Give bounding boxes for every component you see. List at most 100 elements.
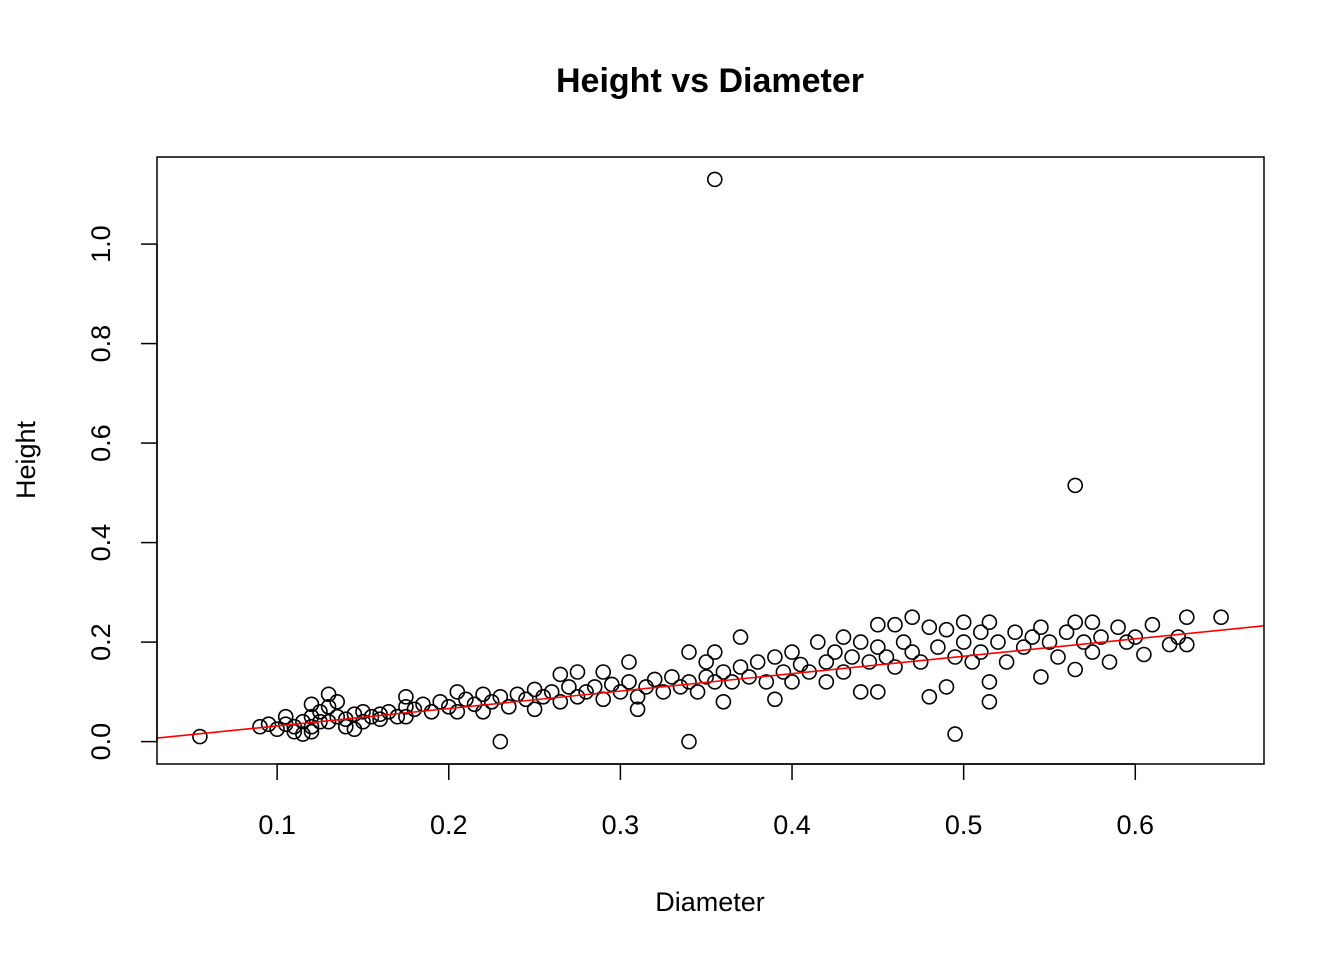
data-point [260,716,277,733]
data-point [380,703,397,720]
data-point [595,691,612,708]
data-point [1136,646,1152,663]
data-point [904,644,921,660]
data-point [1067,614,1083,631]
data-point [449,703,466,720]
data-point [852,634,869,650]
fit-line [156,625,1265,739]
data-point [312,703,328,720]
data-point [809,634,826,650]
data-point [792,656,809,673]
data-point [827,644,843,660]
data-point [1033,619,1049,636]
data-point [955,634,972,650]
x-tick-label: 0.1 [258,810,296,840]
data-point [1170,629,1186,645]
data-point [1050,649,1066,665]
data-point [732,659,749,675]
data-point [981,674,998,690]
data-point [715,693,732,710]
data-point [355,713,371,730]
data-point [861,654,878,670]
data-point [295,713,311,730]
data-point [526,681,543,698]
x-tick-label: 0.6 [1117,810,1155,840]
data-point [938,621,955,638]
y-tick-label: 0.2 [86,623,116,661]
x-axis-label: Diameter [655,887,765,917]
data-point [569,688,586,705]
data-point [449,684,466,700]
fit-line-group [156,625,1265,739]
y-tick-label: 1.0 [86,225,116,263]
data-point [552,666,569,683]
data-point [921,619,938,636]
data-point [1067,477,1083,494]
data-point [758,674,775,690]
data-point [303,718,320,735]
y-axis: 0.0 0.2 0.4 0.6 0.8 1.0 [86,225,158,760]
y-tick-label: 0.6 [86,424,116,462]
data-point [629,701,646,718]
data-point [1084,614,1101,631]
data-point [947,726,963,742]
data-point [492,733,509,750]
data-point [921,688,938,705]
data-point [440,698,457,715]
x-tick-label: 0.3 [602,810,640,840]
data-point [749,654,766,670]
data-point [423,703,440,720]
data-point [603,676,620,693]
data-point [1127,629,1144,645]
y-axis-label: Height [11,420,41,499]
data-point [784,674,800,690]
data-point [646,671,663,688]
data-point [406,701,423,718]
data-point [724,674,740,690]
data-point [698,654,715,670]
data-point [904,609,921,626]
x-tick-label: 0.4 [773,810,811,840]
data-point [930,639,946,655]
data-point [303,723,320,740]
data-point [972,624,989,641]
data-point [895,634,912,650]
data-point [303,708,320,725]
data-point [955,614,972,631]
data-point [998,654,1015,670]
data-point [329,708,346,725]
data-point [706,171,723,188]
data-point [483,693,500,710]
data-point [972,644,989,660]
data-point [818,674,835,690]
data-point [938,679,955,695]
data-point [578,684,594,700]
data-point [1110,619,1126,636]
data-point [535,688,552,705]
data-point [543,684,560,700]
data-point [835,629,852,645]
data-point [981,693,998,710]
data-point [552,693,569,710]
data-point [844,649,860,665]
data-point [1093,629,1109,645]
data-point [681,674,697,690]
data-point [1024,629,1041,645]
data-point [869,616,886,633]
data-point [681,644,697,660]
y-tick-label: 0.8 [86,325,116,363]
data-point [990,634,1006,650]
data-point [346,721,363,738]
data-point [689,684,706,700]
data-point [1033,669,1049,685]
x-axis: 0.1 0.2 0.3 0.4 0.5 0.6 [258,763,1155,840]
data-point [329,693,346,710]
data-point [1067,661,1083,678]
data-point [835,664,852,680]
x-tick-label: 0.2 [430,810,468,840]
data-point [655,684,672,700]
data-point [672,679,689,695]
data-point [698,669,715,685]
data-point [192,728,208,745]
data-point [767,649,783,665]
